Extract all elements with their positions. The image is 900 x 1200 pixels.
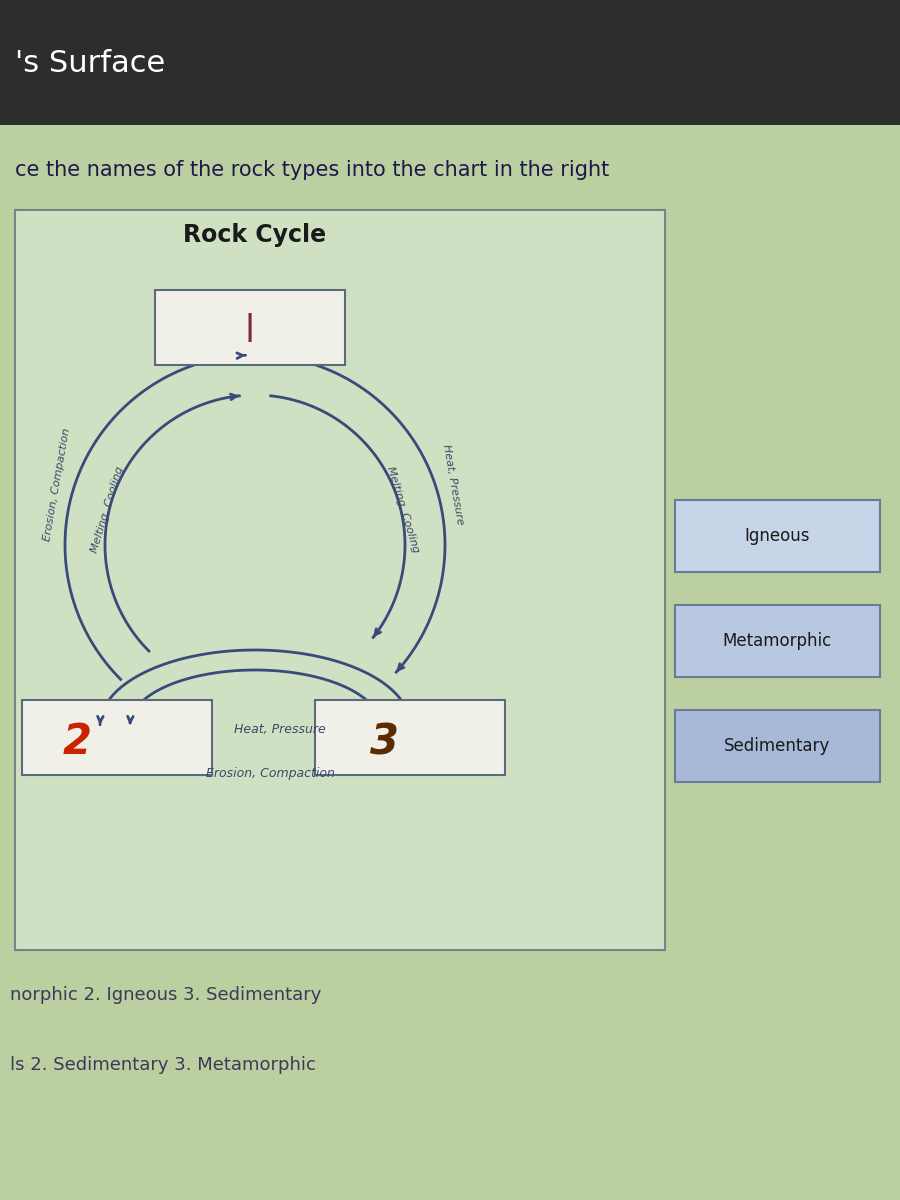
FancyBboxPatch shape (675, 710, 880, 782)
Text: Rock Cycle: Rock Cycle (184, 223, 327, 247)
FancyBboxPatch shape (0, 0, 900, 125)
Text: Metamorphic: Metamorphic (723, 632, 832, 650)
Text: Igneous: Igneous (744, 527, 810, 545)
FancyBboxPatch shape (155, 290, 345, 365)
FancyBboxPatch shape (22, 700, 212, 775)
Text: Melting, Cooling: Melting, Cooling (385, 466, 421, 554)
FancyBboxPatch shape (675, 500, 880, 572)
Text: Heat, Pressure: Heat, Pressure (441, 444, 465, 526)
FancyBboxPatch shape (675, 605, 880, 677)
Text: norphic 2. Igneous 3. Sedimentary: norphic 2. Igneous 3. Sedimentary (10, 986, 321, 1004)
Text: Heat, Pressure: Heat, Pressure (234, 724, 326, 737)
Text: Melting, Cooling: Melting, Cooling (89, 466, 125, 554)
Text: ls 2. Sedimentary 3. Metamorphic: ls 2. Sedimentary 3. Metamorphic (10, 1056, 316, 1074)
Text: Sedimentary: Sedimentary (724, 737, 830, 755)
Text: 3: 3 (371, 721, 400, 763)
Text: ce the names of the rock types into the chart in the right: ce the names of the rock types into the … (15, 160, 609, 180)
Text: Erosion, Compaction: Erosion, Compaction (42, 427, 72, 542)
Text: |: | (245, 313, 255, 342)
Text: 's Surface: 's Surface (15, 48, 166, 78)
FancyBboxPatch shape (15, 210, 665, 950)
Text: Erosion, Compaction: Erosion, Compaction (205, 767, 335, 780)
Text: 2: 2 (62, 721, 92, 763)
FancyBboxPatch shape (315, 700, 505, 775)
